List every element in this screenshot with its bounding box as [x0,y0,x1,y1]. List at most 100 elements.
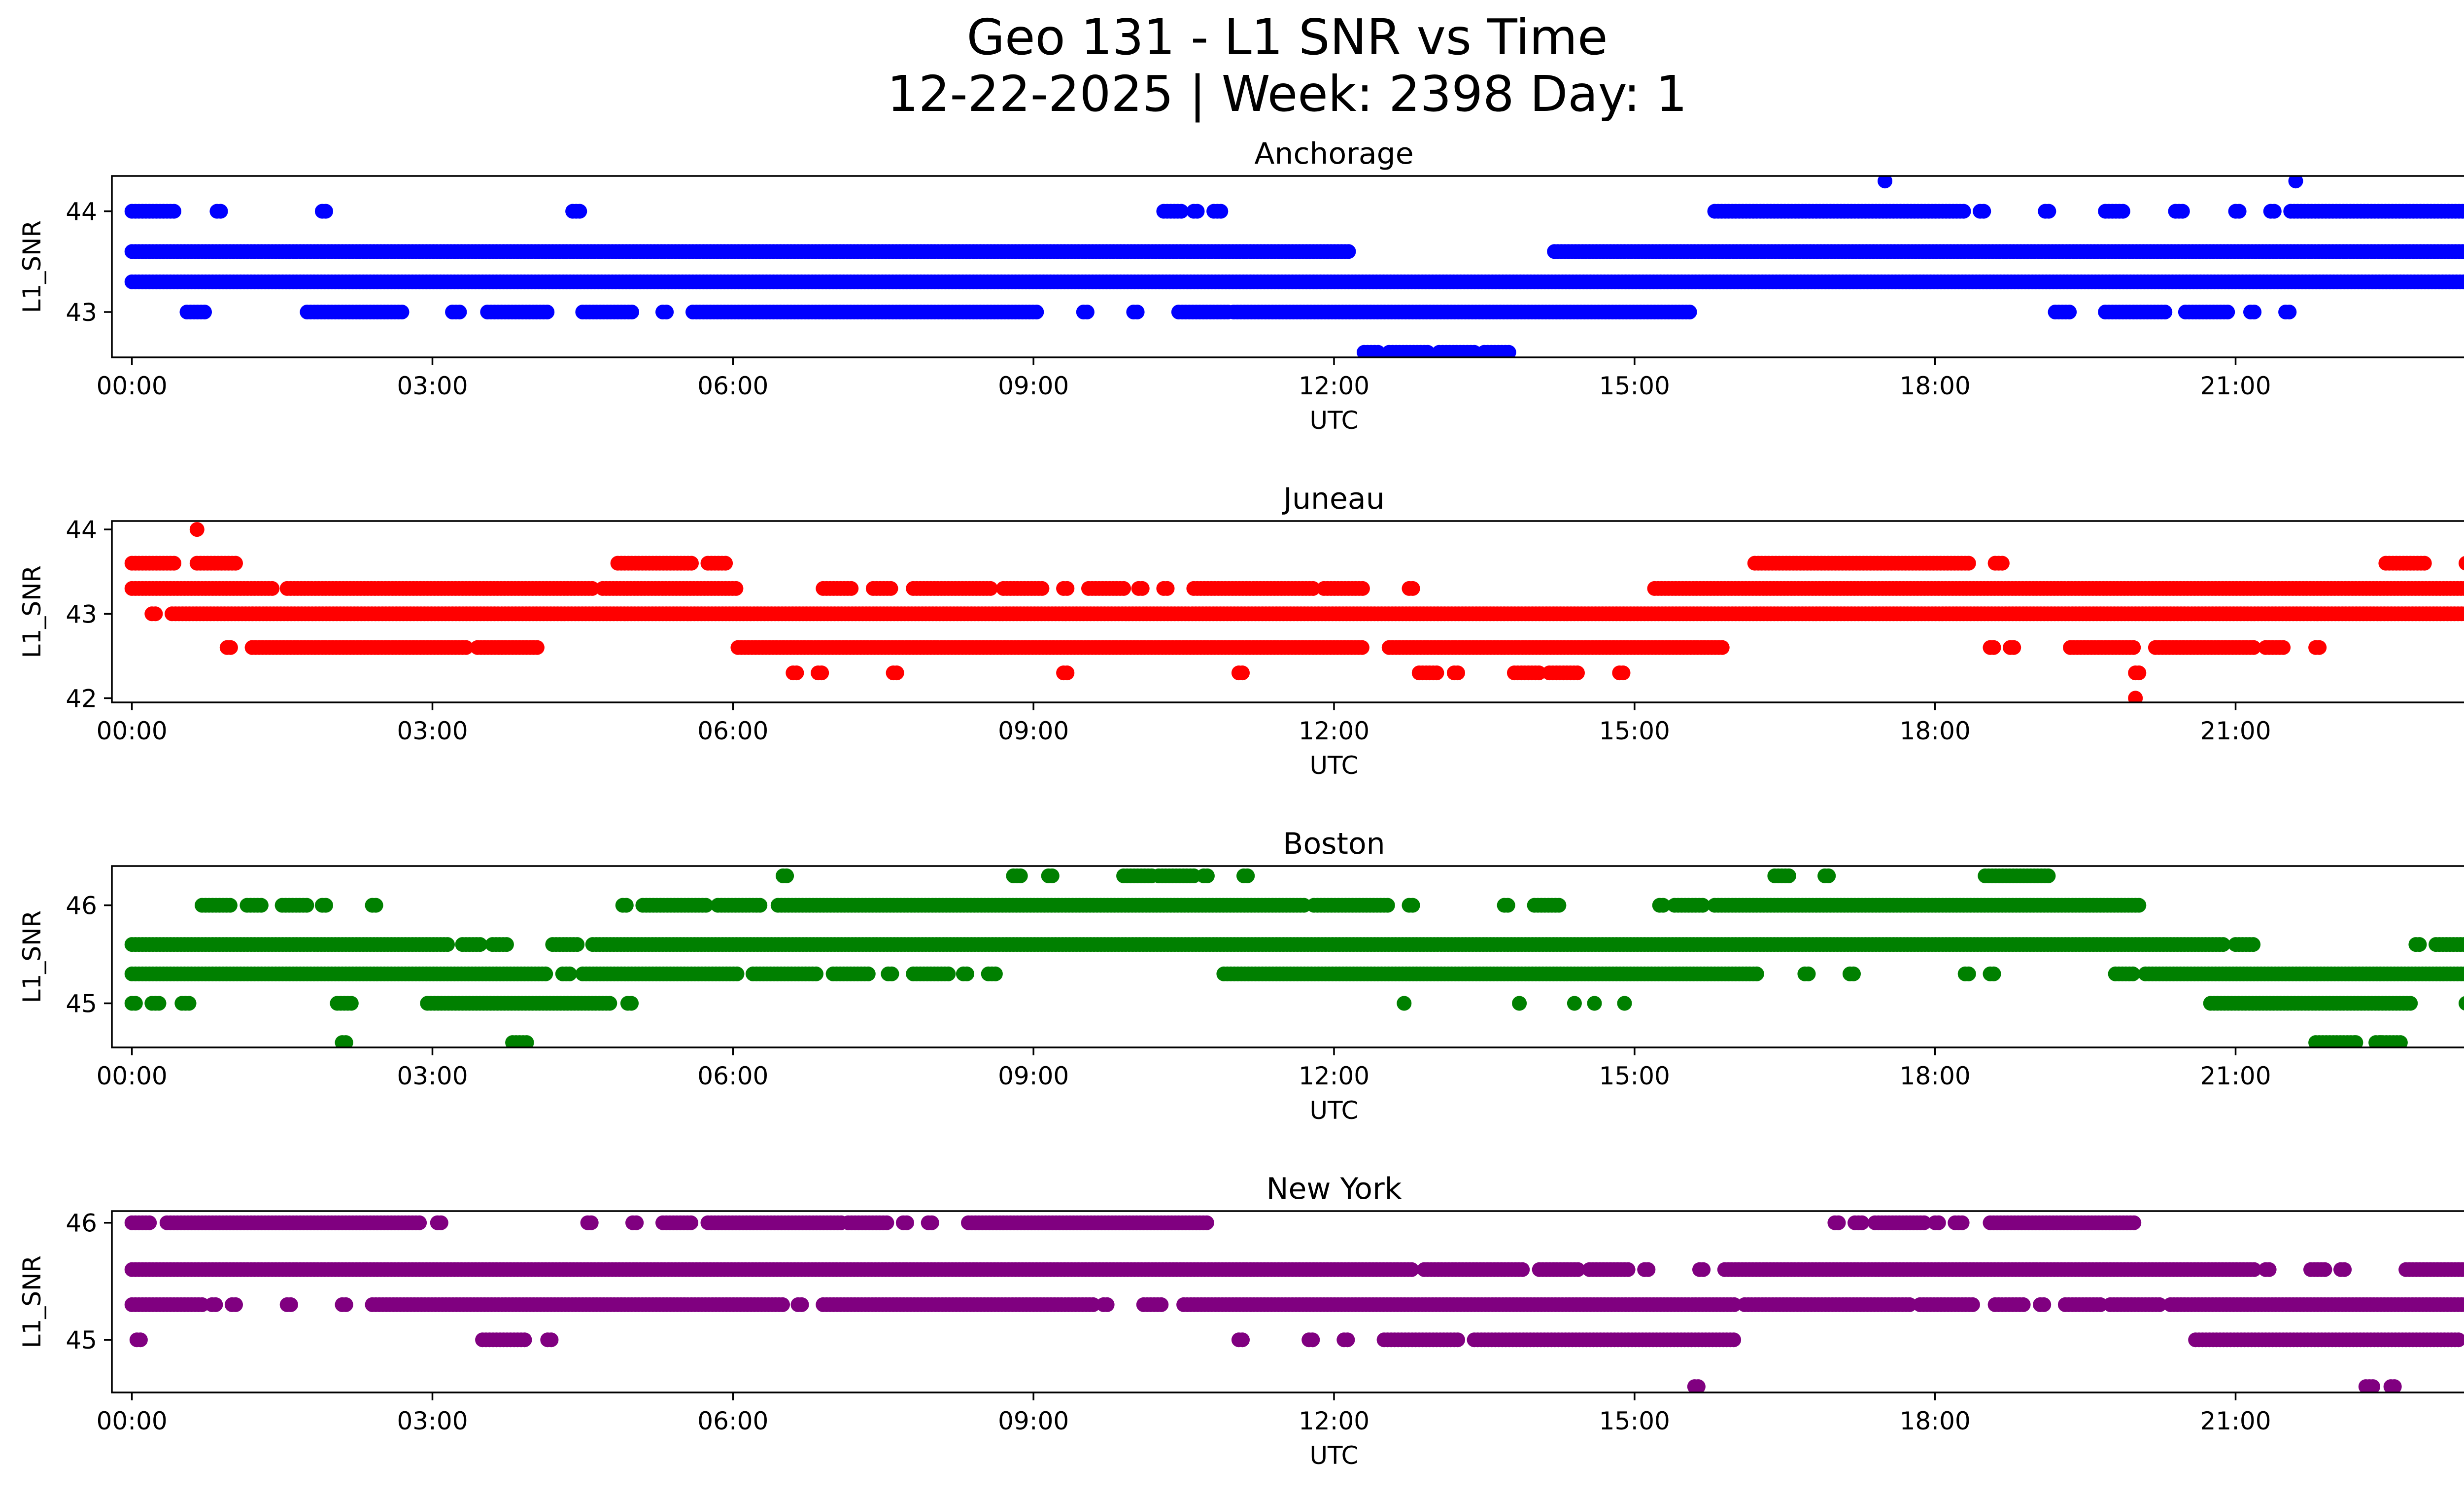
data-point [1961,556,1976,571]
data-point [223,640,238,655]
data-point [253,898,269,913]
data-point [2461,968,2464,980]
data-point [1976,204,1991,219]
data-point [2417,556,2432,571]
y-tick-label: 44 [66,198,97,226]
data-point [2062,305,2077,319]
data-point [2220,305,2235,319]
data-point [1160,581,1175,596]
data-point [1060,581,1075,596]
data-point [167,204,181,219]
data-point [458,640,474,655]
data-point [1615,665,1631,681]
data-point [1116,581,1131,596]
data-point [1405,581,1420,596]
data-point [368,898,383,913]
data-point [1749,966,1764,981]
data-point [889,665,904,681]
subplot-title: Anchorage [1254,137,1413,171]
data-point [197,305,212,319]
data-point [1129,305,1145,319]
data-point [1846,966,1861,981]
data-point [659,305,674,319]
data-point [1029,305,1044,319]
data-point [1682,305,1697,319]
data-point [2282,305,2297,319]
data-point [988,966,1003,981]
data-point [624,305,639,319]
x-tick-label: 09:00 [998,372,1069,400]
data-point [1429,665,1444,681]
data-point [729,966,745,981]
data-point [1570,665,1585,681]
y-tick-label: 42 [66,684,97,713]
data-point [2115,204,2130,219]
data-point [2126,640,2141,655]
data-point [684,556,699,571]
data-point [2312,640,2327,655]
data-point [1531,665,1546,681]
data-point [1956,204,1971,219]
x-tick-label: 00:00 [97,372,168,400]
data-point [167,556,181,571]
data-point [2128,691,2143,702]
x-tick-label: 03:00 [397,717,468,745]
data-point [1305,581,1321,596]
y-tick-label: 43 [66,298,97,327]
x-axis-label: UTC [1309,406,1358,435]
data-point [2006,640,2021,655]
data-point [1354,640,1369,655]
data-point [2459,556,2464,571]
data-point [2125,966,2141,981]
data-point [2460,938,2464,951]
data-point [2216,937,2231,952]
data-point [1878,176,1892,189]
x-tick-label: 00:00 [97,717,168,745]
data-point [1370,345,1386,357]
data-point [2459,204,2464,219]
data-point [753,898,768,913]
data-point [1986,966,2001,981]
data-point [2460,275,2464,289]
data-point [983,581,998,596]
data-point [883,581,898,596]
x-axis-label: UTC [1309,751,1358,780]
data-point [540,305,555,319]
data-point [189,522,205,537]
data-point [1986,640,2001,655]
data-point [318,898,333,913]
data-point [473,937,487,952]
chart-title-line2: 12-22-2025 | Week: 2398 Day: 1 [887,65,1687,123]
data-point [809,966,823,981]
data-point [2246,937,2261,952]
data-point [148,606,163,622]
y-axis-label: L1_SNR [18,220,46,313]
data-point [538,966,553,981]
data-point [265,581,280,596]
data-point [1034,581,1050,596]
data-point [1420,345,1436,357]
data-point [618,898,634,913]
data-point [1355,581,1370,596]
y-tick-label: 44 [66,516,97,544]
x-tick-label: 18:00 [1900,372,1971,400]
data-point [884,966,899,981]
data-point [1961,966,1976,981]
data-point [529,640,545,655]
data-point [1134,581,1150,596]
subplot-title: Boston [1283,827,1385,861]
data-point [1801,966,1816,981]
data-points [124,868,2464,1047]
data-point [2175,204,2190,219]
data-point [228,556,243,571]
x-tick-label: 03:00 [397,372,468,400]
x-tick-label: 09:00 [998,717,1069,745]
data-point [2157,305,2173,319]
data-point [2462,246,2464,257]
data-point [2462,558,2464,568]
data-point [394,305,410,319]
data-point [2461,582,2464,595]
